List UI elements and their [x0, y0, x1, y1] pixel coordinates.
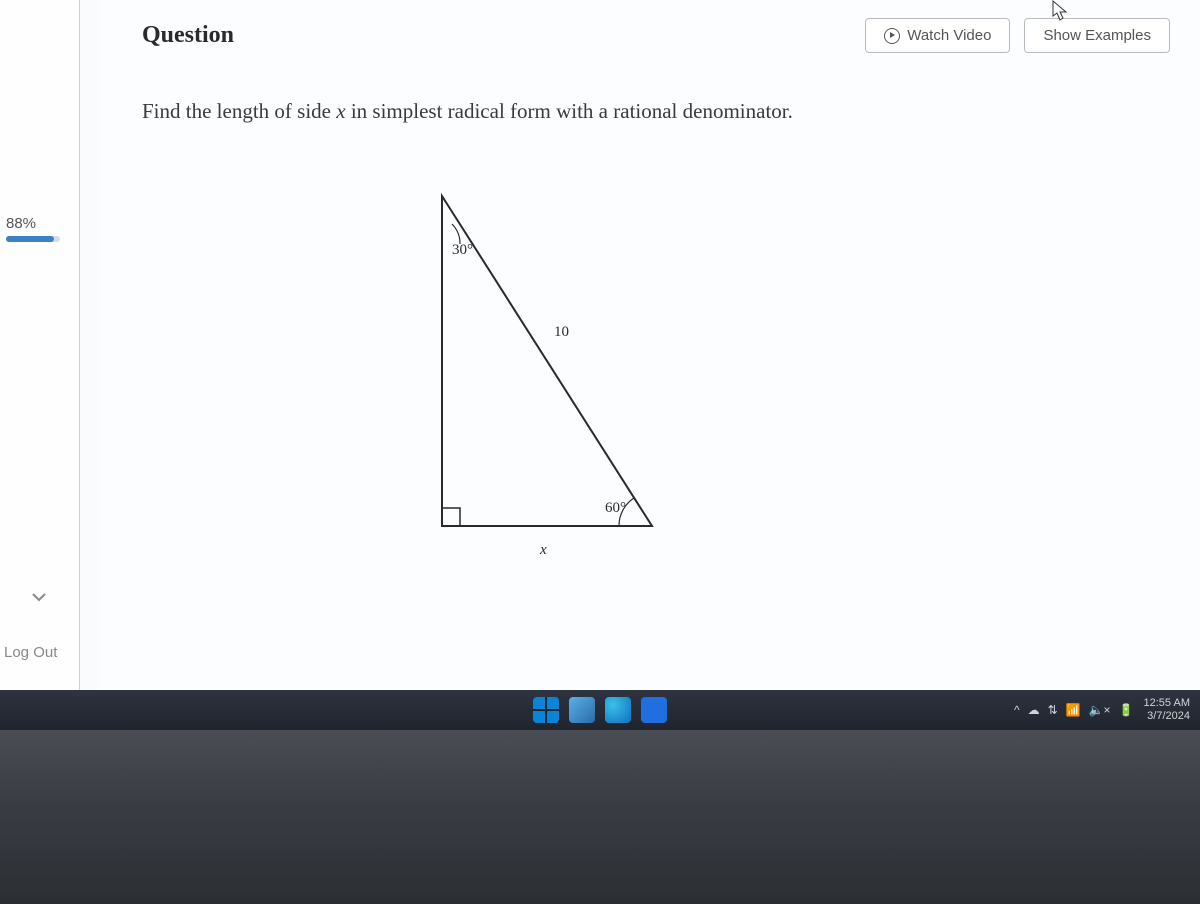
- progress-indicator: 88%: [6, 215, 76, 255]
- watch-video-label: Watch Video: [907, 27, 991, 44]
- wifi-icon[interactable]: 📶: [1066, 703, 1081, 717]
- chevron-down-icon[interactable]: [30, 588, 48, 606]
- app-screen: 88% Log Out Question Watch Video Show Ex…: [0, 0, 1200, 700]
- show-examples-button[interactable]: Show Examples: [1024, 18, 1170, 53]
- side-base-label: x: [540, 542, 547, 559]
- angle-30-label: 30°: [452, 242, 473, 259]
- edge-icon[interactable]: [605, 697, 631, 723]
- side-hypotenuse-label: 10: [554, 324, 569, 341]
- prompt-var: x: [336, 99, 345, 123]
- sidebar: 88% Log Out: [0, 0, 80, 700]
- question-header: Question Watch Video Show Examples: [142, 18, 1170, 53]
- start-button[interactable]: [533, 697, 559, 723]
- volume-icon[interactable]: 🔈×: [1089, 703, 1111, 717]
- angle-60-label: 60°: [605, 500, 626, 517]
- right-angle-marker: [442, 508, 460, 526]
- triangle-figure: 30° 60° 10 x: [362, 186, 862, 566]
- prompt-post: in simplest radical form with a rational…: [346, 99, 793, 123]
- file-explorer-icon[interactable]: [569, 697, 595, 723]
- app-icon[interactable]: [641, 697, 667, 723]
- clock-time: 12:55 AM: [1144, 697, 1190, 710]
- progress-bar-fill: [6, 236, 54, 242]
- desk-surface: [0, 730, 1200, 904]
- clock-date: 3/7/2024: [1144, 710, 1190, 723]
- onedrive-icon[interactable]: ☁: [1028, 703, 1040, 717]
- battery-icon[interactable]: 🔋: [1119, 703, 1134, 717]
- chevron-up-icon[interactable]: ^: [1014, 703, 1020, 717]
- angle-arc-30: [452, 224, 460, 244]
- system-tray[interactable]: ^ ☁ ⇅ 📶 🔈× 🔋: [1014, 703, 1134, 717]
- windows-taskbar[interactable]: ^ ☁ ⇅ 📶 🔈× 🔋 12:55 AM 3/7/2024: [0, 690, 1200, 730]
- progress-percent: 88%: [6, 215, 76, 232]
- taskbar-right: ^ ☁ ⇅ 📶 🔈× 🔋 12:55 AM 3/7/2024: [1014, 697, 1190, 723]
- prompt-pre: Find the length of side: [142, 99, 336, 123]
- logout-link[interactable]: Log Out: [4, 644, 57, 661]
- mouse-cursor-icon: [1052, 0, 1070, 22]
- main-content: Question Watch Video Show Examples Find …: [100, 0, 1200, 690]
- watch-video-button[interactable]: Watch Video: [865, 18, 1010, 53]
- progress-bar: [6, 236, 60, 242]
- play-icon: [884, 28, 900, 44]
- triangle-shape: [442, 196, 652, 526]
- taskbar-center: [533, 697, 667, 723]
- network-icon[interactable]: ⇅: [1048, 703, 1058, 717]
- show-examples-label: Show Examples: [1043, 27, 1151, 44]
- taskbar-clock[interactable]: 12:55 AM 3/7/2024: [1144, 697, 1190, 723]
- question-title: Question: [142, 22, 234, 49]
- question-prompt: Find the length of side x in simplest ra…: [142, 97, 1170, 126]
- header-buttons: Watch Video Show Examples: [865, 18, 1170, 53]
